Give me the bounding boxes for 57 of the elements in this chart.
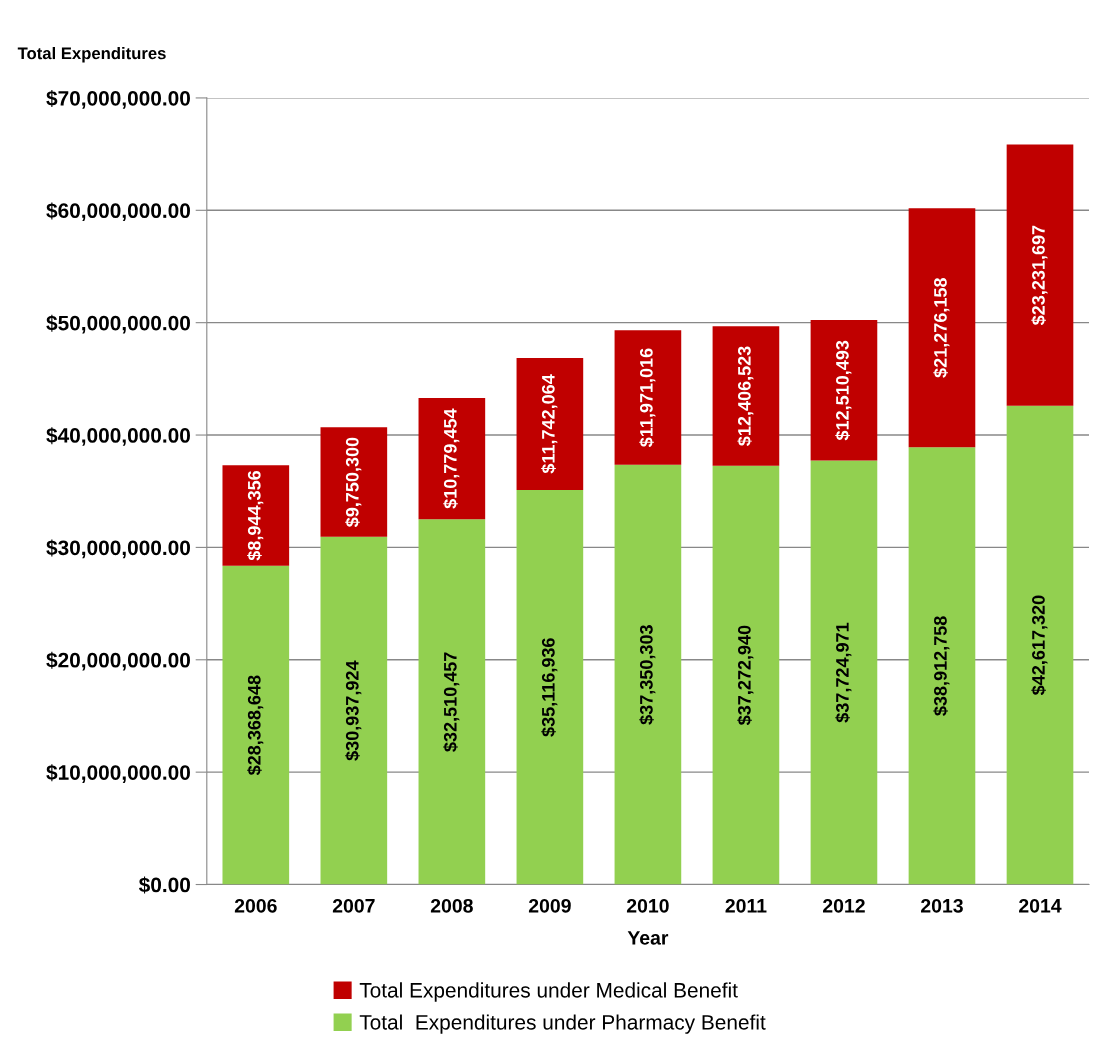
bar [810,320,878,461]
bar [418,398,486,520]
data-label: $23,231,697 [1031,225,1048,326]
data-label: $11,742,064 [541,374,558,474]
bar [712,326,780,466]
data-label: $10,779,454 [443,408,460,509]
y-axis-title: Total Expenditures [17,46,166,63]
x-tick-label: 2013 [921,898,963,913]
bar [222,565,290,885]
y-tick-label: $30,000,000.00 [46,539,190,559]
bar [614,464,682,885]
data-label: $35,116,936 [541,638,558,737]
data-label: $28,368,648 [247,675,264,776]
legend-label: Total Expenditures under Medical Benefit [359,982,738,1002]
bar [614,330,682,465]
x-tick-label: 2014 [1019,898,1062,913]
bar [810,460,878,885]
y-tick-label: $20,000,000.00 [46,651,190,671]
data-label: $37,272,940 [737,625,754,726]
data-label: $37,724,971 [835,622,852,723]
bar [1006,405,1074,885]
y-tick-label: $70,000,000.00 [46,90,190,109]
bar [516,489,584,885]
x-tick-label: 2010 [626,898,669,913]
x-tick-label: 2008 [430,898,473,913]
data-label: $30,937,924 [345,660,362,761]
legend-label: Total Expenditures under Pharmacy Benefit [359,1014,766,1034]
bar [712,465,780,885]
y-tick-label: $60,000,000.00 [46,202,190,222]
data-label: $32,510,457 [443,652,460,752]
bar [320,427,388,537]
x-tick-label: 2009 [528,898,571,913]
data-label: $12,510,493 [835,340,852,441]
data-label: $11,971,016 [639,348,656,448]
bar [1006,144,1074,406]
y-tick-label: $40,000,000.00 [46,427,190,446]
bar [908,447,976,885]
y-tick-label: $0.00 [138,876,190,894]
x-axis-title: Year [627,931,669,945]
data-label: $8,944,356 [247,470,264,561]
data-label: $21,276,158 [933,278,950,378]
x-tick-label: 2006 [234,898,277,913]
data-label: $37,350,303 [639,625,656,725]
bar [320,536,388,885]
data-label: $42,617,320 [1031,595,1048,696]
y-tick-label: $10,000,000.00 [46,764,190,783]
x-tick-label: 2011 [725,898,767,913]
bar [908,208,976,448]
bar [418,519,486,885]
bar [516,357,584,490]
x-tick-label: 2007 [332,898,375,913]
bar [222,465,290,566]
x-tick-label: 2012 [822,898,865,913]
y-tick-label: $50,000,000.00 [46,314,190,334]
data-label: $12,406,523 [737,346,754,446]
data-label: $9,750,300 [345,437,362,528]
data-label: $38,912,758 [933,616,950,716]
